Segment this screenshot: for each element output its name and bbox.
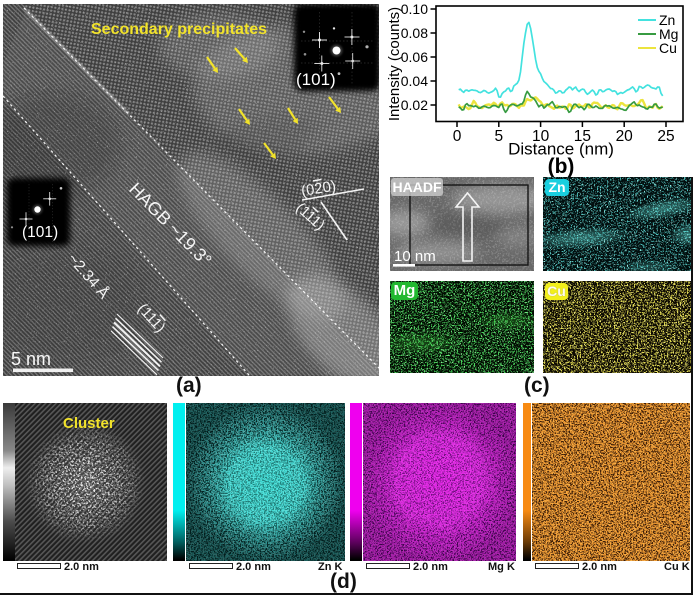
svg-text:Intensity (counts): Intensity (counts) (388, 7, 403, 121)
svg-text:Cluster: Cluster (63, 415, 115, 432)
svg-text:15: 15 (574, 128, 591, 145)
svg-text:20: 20 (616, 128, 634, 145)
svg-text:0.04: 0.04 (401, 73, 428, 89)
svg-text:(101): (101) (22, 224, 58, 241)
svg-text:5 nm: 5 nm (11, 349, 51, 369)
svg-text:25: 25 (657, 128, 674, 145)
svg-text:Cu: Cu (659, 40, 677, 56)
svg-text:10 nm: 10 nm (394, 248, 436, 265)
svg-text:Mg: Mg (659, 26, 678, 42)
svg-text:5: 5 (494, 128, 503, 145)
svg-text:0.02: 0.02 (401, 97, 428, 113)
svg-text:Secondary precipitates: Secondary precipitates (91, 21, 267, 38)
svg-text:0.10: 0.10 (401, 1, 428, 17)
svg-text:10: 10 (532, 128, 550, 145)
svg-text:Zn: Zn (659, 12, 675, 28)
svg-text:0.08: 0.08 (401, 25, 428, 41)
svg-text:(020): (020) (300, 178, 337, 200)
svg-text:0: 0 (453, 128, 462, 145)
svg-text:0.06: 0.06 (401, 49, 428, 65)
svg-text:(b): (b) (548, 155, 575, 178)
svg-text:(101): (101) (296, 70, 336, 89)
svg-text:Distance (nm): Distance (nm) (508, 140, 614, 159)
